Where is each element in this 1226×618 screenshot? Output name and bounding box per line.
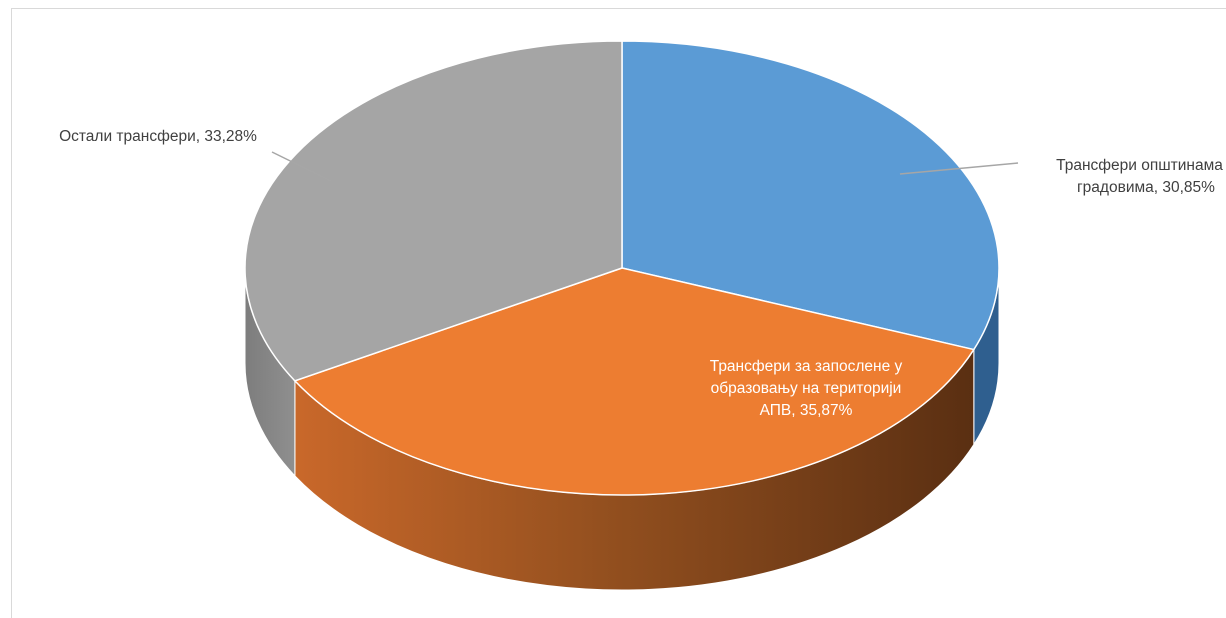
data-label-other-transfers: Остали трансфери, 33,28% [59, 128, 257, 145]
data-label-transfers-municipalities: Трансфери општинама и градовима, 30,85% [1056, 157, 1226, 196]
leader-line-other-transfers [271, 151, 332, 182]
pie-slice-other-transfers [244, 40, 623, 382]
pie-slice-transfers-municipalities [621, 40, 1000, 351]
pie-slice-transfers-education [293, 267, 976, 496]
chart-area [11, 8, 1226, 618]
data-label-transfers-education: Трансфери за запослене у образовању на те… [710, 358, 903, 419]
leader-line-transfers-municipalities [899, 162, 1019, 175]
